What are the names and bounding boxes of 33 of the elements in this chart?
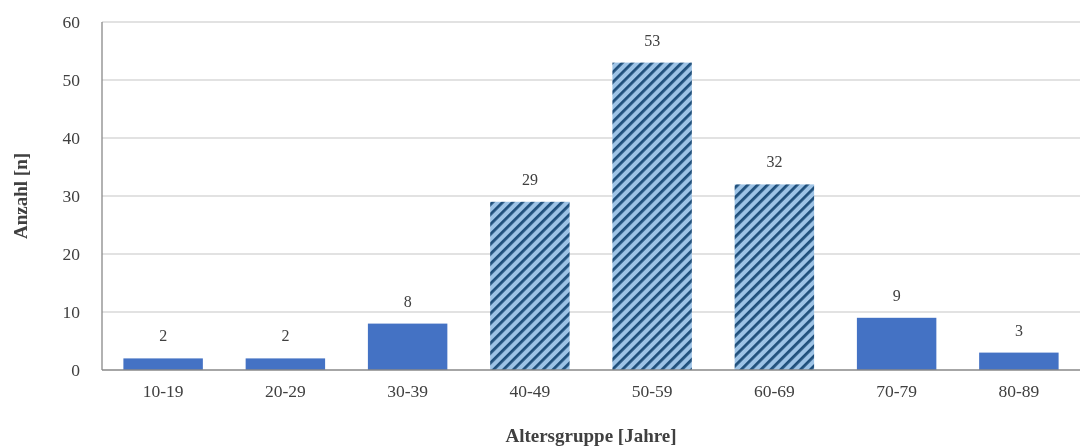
data-label: 8 [403, 292, 412, 310]
data-label: 29 [521, 170, 538, 188]
data-label: 32 [766, 153, 783, 171]
x-tick-label: 10-19 [142, 381, 184, 401]
data-label: 3 [1014, 321, 1023, 339]
y-tick-label: 50 [62, 70, 81, 91]
y-tick-label: 20 [62, 244, 81, 265]
bar [123, 358, 203, 370]
bar [979, 352, 1059, 370]
y-axis-title: Anzahl [n] [10, 152, 31, 240]
x-tick-label: 20-29 [264, 381, 307, 401]
bar [612, 62, 692, 370]
y-tick-label: 10 [62, 302, 81, 323]
x-tick-label: 80-89 [998, 381, 1040, 401]
x-axis-title: Altersgruppe [Jahre] [505, 425, 677, 446]
data-label: 2 [159, 327, 168, 345]
bar [490, 201, 570, 370]
bar [367, 323, 448, 370]
bar [245, 358, 326, 370]
x-tick-label: 40-49 [509, 381, 551, 401]
bar [856, 317, 937, 370]
y-tick-label: 60 [62, 12, 81, 33]
x-tick-label: 30-39 [387, 381, 429, 401]
y-tick-label: 0 [71, 360, 81, 381]
data-label: 2 [281, 327, 290, 345]
y-tick-label: 40 [62, 128, 81, 149]
data-label: 53 [644, 31, 661, 49]
x-tick-label: 70-79 [876, 381, 918, 401]
x-tick-label: 50-59 [631, 381, 673, 401]
x-tick-label: 60-69 [753, 381, 796, 401]
y-tick-label: 30 [62, 186, 81, 207]
data-label: 9 [892, 286, 901, 304]
bar [734, 184, 815, 370]
